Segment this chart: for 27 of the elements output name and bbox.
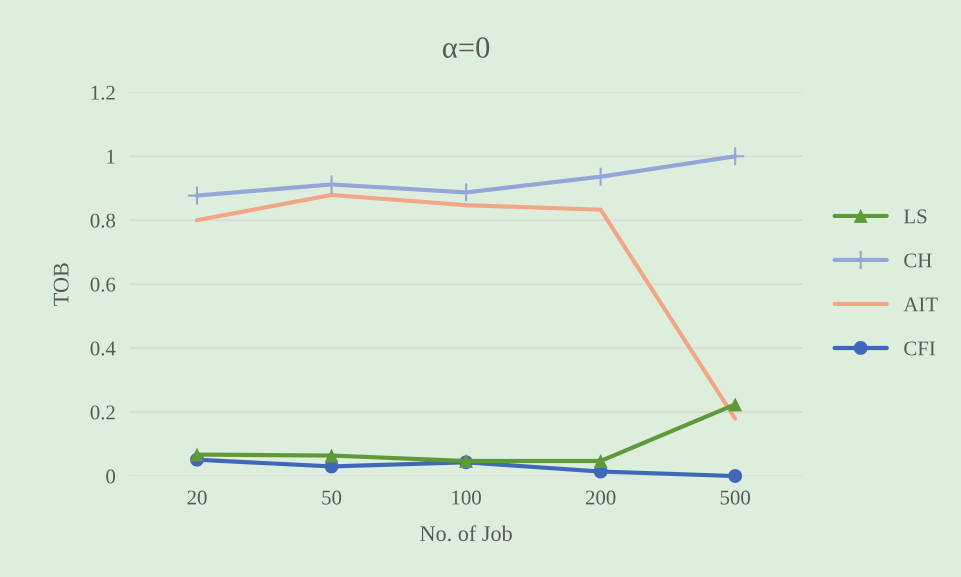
point — [728, 397, 742, 412]
legend-label: LS — [904, 209, 926, 224]
chart-title: α=0 — [442, 37, 490, 58]
line-series — [194, 192, 738, 421]
point — [324, 448, 338, 463]
point — [190, 448, 204, 462]
y-tick-label: 0 — [106, 469, 116, 484]
y-tick-label: 0.8 — [90, 214, 116, 228]
legend-label: AIT — [904, 298, 938, 312]
x-tick-label: 100 — [452, 490, 481, 505]
legend-label: CH — [904, 253, 932, 268]
x-tick-label: 50 — [322, 490, 342, 505]
point — [590, 166, 611, 187]
x-axis-title: No. of Job — [420, 525, 512, 542]
point — [594, 454, 608, 468]
y-axis-title: TOB — [54, 263, 69, 306]
point — [728, 469, 742, 483]
x-tick-label: 200 — [586, 490, 616, 505]
y-tick-label: 0.6 — [90, 278, 116, 292]
x-tick-label: 20 — [188, 490, 207, 505]
y-tick-label: 0.4 — [90, 341, 116, 356]
y-tick-label: 1 — [107, 150, 115, 164]
legend-label: CFI — [904, 341, 936, 356]
y-tick-label: 0.2 — [90, 405, 115, 420]
x-tick-label: 500 — [720, 490, 750, 505]
y-tick-label: 1.2 — [92, 86, 115, 100]
point — [725, 146, 746, 166]
